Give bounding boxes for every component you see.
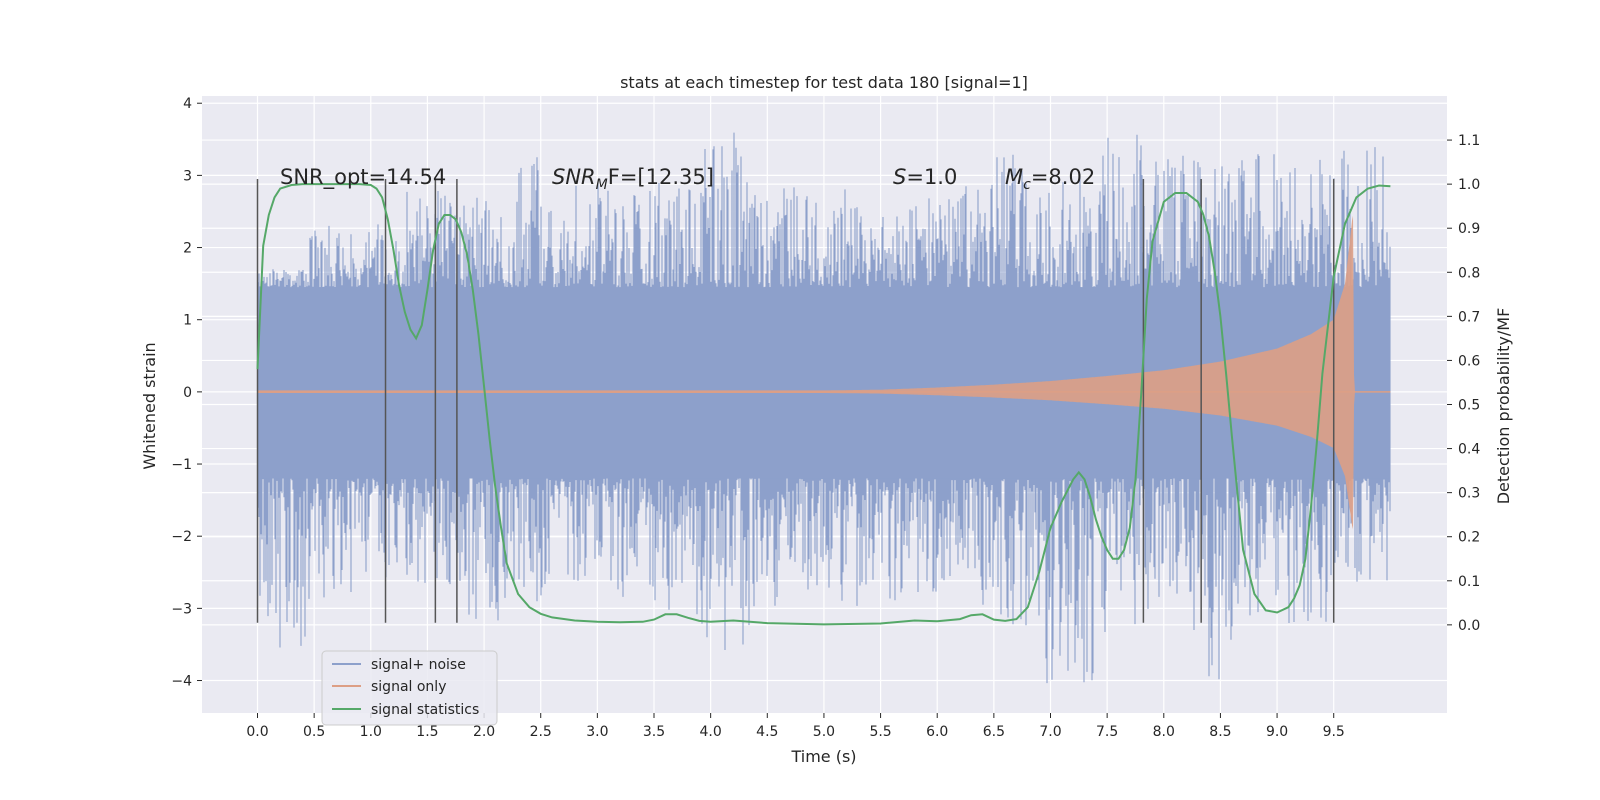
y-tick-label-right: 0.5 (1458, 398, 1480, 414)
annotation-snr-mf: SNRMF=[12.35] (552, 165, 714, 193)
y-tick-label-right: 0.1 (1458, 574, 1480, 590)
x-tick-label: 6.0 (926, 724, 948, 740)
y-tick-label-right: 0.7 (1458, 309, 1480, 325)
x-tick-label: 5.5 (869, 724, 891, 740)
annotation-snr-opt: SNR_opt=14.54 (280, 165, 446, 190)
x-tick-label: 0.0 (246, 724, 268, 740)
signal-envelope (258, 215, 1390, 530)
annotation-mc-main: M (1005, 165, 1023, 189)
y-tick-label-right: 0.3 (1458, 486, 1480, 502)
x-tick-label: 3.5 (643, 724, 665, 740)
annotation-snr-mf-tail: F=[12.35] (608, 165, 714, 189)
x-tick-label: 1.5 (416, 724, 438, 740)
x-tick-label: 7.0 (1039, 724, 1061, 740)
annotation-mc: Mc=8.02 (1005, 165, 1095, 193)
x-tick-label: 1.0 (360, 724, 382, 740)
chart-title: stats at each timestep for test data 180… (620, 73, 1028, 92)
y-tick-label-left: −4 (171, 674, 192, 690)
x-tick-label: 8.5 (1209, 724, 1231, 740)
x-tick-label: 7.5 (1096, 724, 1118, 740)
legend-label-noise: signal+ noise (371, 657, 466, 673)
x-tick-labels: 0.0 0.5 1.0 1.5 2.0 2.5 3.0 3.5 4.0 4.5 5.0 5.5 6.0 6… (246, 724, 1344, 740)
y-tick-label-left: −3 (171, 601, 192, 617)
tick-marks (197, 102, 1452, 718)
x-axis-title: Time (s) (790, 747, 856, 766)
y-tick-label-right: 0.0 (1458, 618, 1480, 634)
y-tick-label-right: 0.4 (1458, 442, 1480, 458)
x-tick-label: 9.0 (1266, 724, 1288, 740)
legend-label-stats: signal statistics (371, 702, 479, 718)
y-tick-label-left: 4 (183, 96, 192, 112)
annotation-s-main: S (893, 165, 906, 189)
y-axis-title-left: Whitened strain (140, 342, 159, 469)
y-tick-label-left: 0 (183, 385, 192, 401)
x-tick-label: 4.5 (756, 724, 778, 740)
annotation-snr-mf-sub: M (596, 177, 608, 193)
y-axis-title-right: Detection probability/MF (1494, 308, 1513, 505)
x-tick-label: 0.5 (303, 724, 325, 740)
x-tick-label: 5.0 (813, 724, 835, 740)
y-tick-label-right: 0.8 (1458, 265, 1480, 281)
legend-label-signal: signal only (371, 679, 446, 695)
stats-line (256, 183, 1391, 626)
x-tick-label: 6.5 (983, 724, 1005, 740)
x-tick-label: 3.0 (586, 724, 608, 740)
annotation-s-tail: =1.0 (906, 165, 957, 189)
annotation-snr-mf-main: SNR (552, 165, 596, 189)
annotation-mc-tail: =8.02 (1031, 165, 1095, 189)
x-tick-label: 2.0 (473, 724, 495, 740)
y-tick-label-left: 2 (183, 241, 192, 257)
y-tick-label-right: 0.9 (1458, 221, 1480, 237)
y-tick-labels-left: −4 −3 −2 −1 0 1 2 3 4 (171, 96, 192, 689)
y-tick-label-left: 3 (183, 168, 192, 184)
stats-series (256, 183, 1391, 626)
y-tick-label-right: 0.6 (1458, 353, 1480, 369)
legend: signal+ noise signal only signal statist… (321, 650, 498, 726)
y-tick-label-left: 1 (183, 313, 192, 329)
annotation-s: S=1.0 (893, 165, 957, 189)
x-tick-label: 9.5 (1323, 724, 1345, 740)
event-lines (256, 178, 1335, 623)
x-tick-label: 2.5 (530, 724, 552, 740)
x-tick-label: 4.0 (700, 724, 722, 740)
x-tick-label: 8.0 (1153, 724, 1175, 740)
y-tick-labels-right: 0.0 0.1 0.2 0.3 0.4 0.5 0.6 0.7 0.8 0.9 1.0 1.1 (1458, 133, 1480, 634)
legend-box (321, 650, 498, 726)
y-tick-label-right: 1.0 (1458, 177, 1480, 193)
y-tick-label-left: −1 (171, 457, 192, 473)
y-tick-label-right: 1.1 (1458, 133, 1480, 149)
annotation-mc-sub: c (1023, 177, 1031, 193)
y-tick-label-left: −2 (171, 529, 192, 545)
y-tick-label-right: 0.2 (1458, 530, 1480, 546)
